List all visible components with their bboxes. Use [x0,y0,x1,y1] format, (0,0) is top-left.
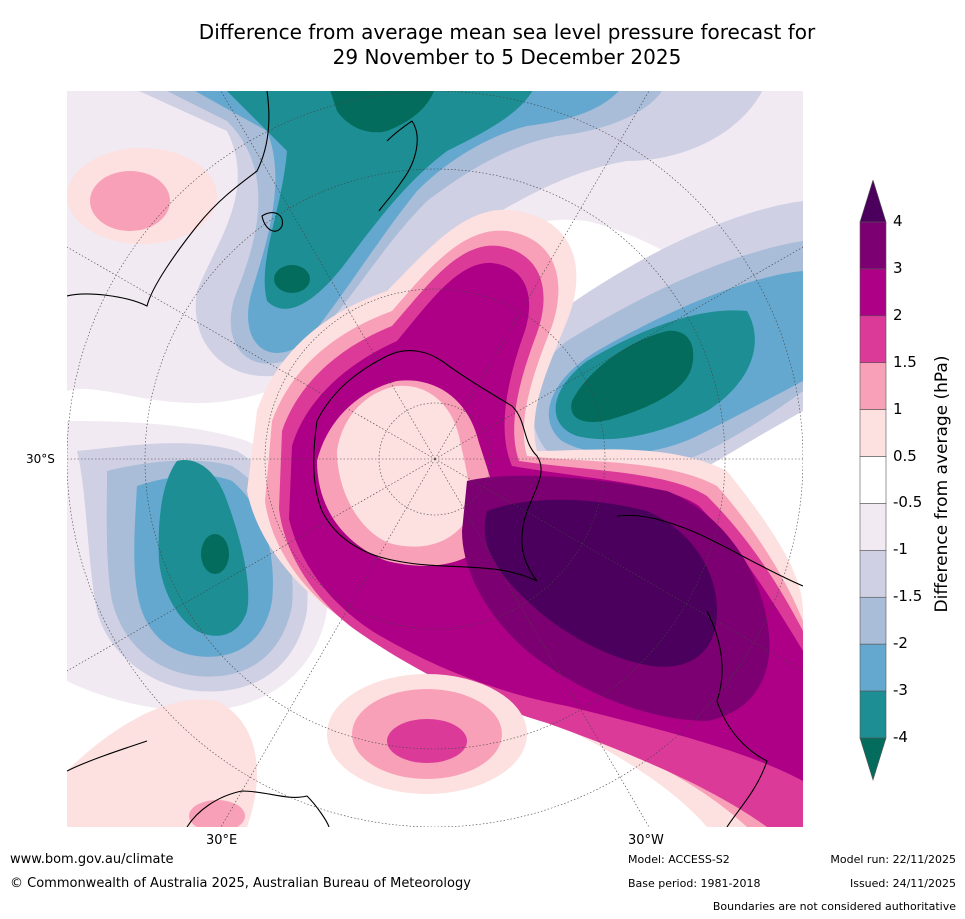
antarctica-coast [313,350,542,582]
high-anomaly-south-core [387,719,467,763]
colorbar-tick-label: -3 [893,681,908,700]
colorbar-tick-label: -1.5 [893,587,923,606]
pressure-anomaly-map [67,91,803,827]
colorbar-tick-label: -4 [893,728,908,746]
footer-model-run: Model run: 22/11/2025 [830,853,956,866]
footer-model: Model: ACCESS-S2 [628,853,730,866]
anomaly-fields [67,91,803,827]
colorbar-segment [859,362,887,410]
colorbar-tick-label: 1 [893,399,903,418]
footer-website: www.bom.gov.au/climate [10,852,174,867]
colorbar-segment [859,503,887,551]
colorbar-tick-label: -0.5 [893,493,923,512]
colorbar-tick-label: 1.5 [893,352,917,371]
colorbar-tick-label: -2 [893,634,908,653]
colorbar-segment [859,550,887,598]
graticule-meridian-60e [67,458,436,672]
graticule-meridian-150e [220,91,436,460]
graticule-circle-45s [264,288,606,630]
colorbar-segment [859,315,887,364]
colorbar-segment [859,690,887,739]
colorbar-segment [859,409,887,457]
title-line-2: 29 November to 5 December 2025 [332,45,682,69]
low-anomaly-north-core [330,91,434,133]
chart-title: Difference from average mean sea level p… [0,20,965,70]
colorbar-segment [859,456,887,504]
colorbar-segment [859,643,887,692]
south-america-coast [616,514,803,827]
colorbar-tick-label: 2 [893,305,903,324]
footer-disclaimer: Boundaries are not considered authoritat… [712,900,956,913]
colorbar-tick-label: 3 [893,258,903,277]
graticule-meridian-120e [67,246,436,460]
low-anomaly-east-core [571,330,694,422]
low-anomaly-west-core [201,534,229,574]
colorbar-segment [859,221,887,270]
colorbar-segment [859,268,887,317]
lon-label-30e: 30°E [206,833,238,848]
colorbar-tick-label: -1 [893,540,908,559]
title-line-1: Difference from average mean sea level p… [198,20,816,44]
graticule-meridian-30e [220,458,436,827]
colorbar-title: Difference from average (hPa) [932,355,952,613]
colorbar [859,180,887,782]
tasmania-coast [261,212,283,232]
footer-copyright: © Commonwealth of Australia 2025, Austra… [10,876,471,891]
graticule-meridian-30w [434,458,650,827]
lat-label-30s: 30°S [26,452,55,466]
graticule-meridian-120w [434,246,803,460]
footer-issued: Issued: 24/11/2025 [849,877,956,890]
colorbar-segment [859,596,887,645]
colorbar-extend-top [859,180,887,223]
high-anomaly-nw-core [90,171,170,231]
graticule-meridian-150w [434,91,650,460]
colorbar-tick-label: 0.5 [893,446,917,465]
lon-label-30w: 30°W [628,833,664,848]
coastlines [67,91,803,827]
high-anomaly-interior-pale [337,385,470,547]
high-anomaly-southwest-core [189,800,245,827]
graticule-meridian-60w [434,458,803,672]
colorbar-extend-bottom [859,737,887,782]
low-anomaly-north-band4 [227,91,533,309]
colorbar-tick-label: 4 [893,212,903,230]
high-anomaly-east-level4 [484,499,717,667]
low-anomaly-north-core-small [274,265,310,293]
footer-base-period: Base period: 1981-2018 [628,877,761,890]
africa-coast [67,740,330,827]
high-anomaly-southwest-outer [67,699,257,827]
australia-coast [67,91,270,307]
graticule [67,91,803,827]
new-zealand-coast [378,120,418,212]
